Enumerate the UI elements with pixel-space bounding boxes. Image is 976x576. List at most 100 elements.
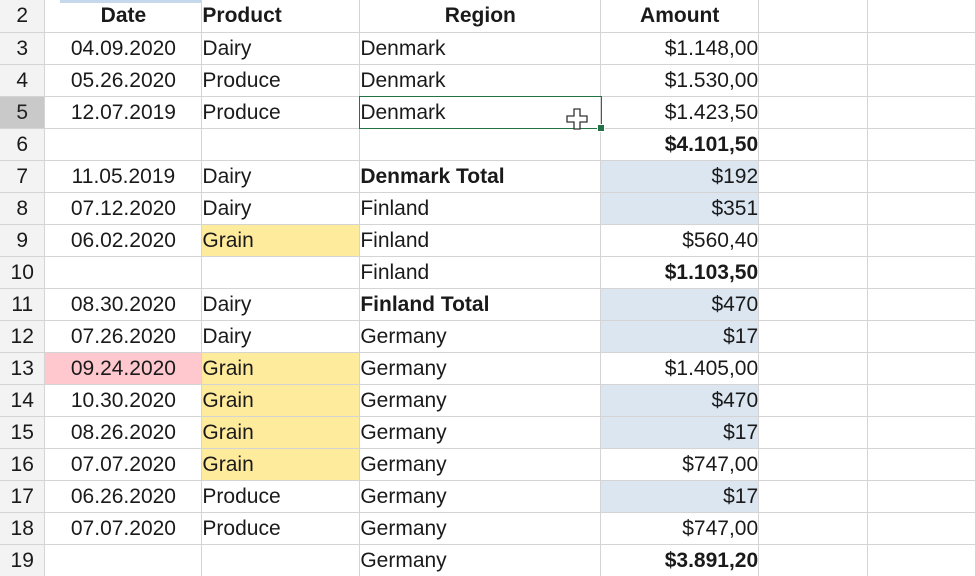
cell-empty[interactable]	[867, 480, 976, 513]
cell-region[interactable]: Germany	[359, 512, 602, 545]
cell-date[interactable]: 09.24.2020	[44, 352, 203, 385]
row-header[interactable]: 9	[0, 224, 46, 257]
cell-amount[interactable]: $1.530,00	[600, 64, 760, 97]
cell-date[interactable]: 07.26.2020	[44, 320, 203, 353]
cell-empty[interactable]	[758, 512, 869, 545]
cell-date[interactable]	[44, 544, 203, 576]
row-header[interactable]: 2	[0, 0, 46, 33]
cell-empty[interactable]	[758, 416, 869, 449]
column-header-region[interactable]: Region	[359, 0, 602, 33]
cell-product[interactable]: Produce	[201, 64, 361, 97]
cell-date[interactable]	[44, 128, 203, 161]
cell-date[interactable]: 06.26.2020	[44, 480, 203, 513]
cell-region[interactable]: Denmark	[359, 32, 602, 65]
row-header[interactable]: 4	[0, 64, 46, 97]
cell-amount[interactable]: $747,00	[600, 448, 760, 481]
cell-date[interactable]	[44, 256, 203, 289]
cell-amount[interactable]: $1.405,00	[600, 352, 760, 385]
cell-amount[interactable]: $4.101,50	[600, 128, 760, 161]
cell-empty[interactable]	[867, 288, 976, 321]
column-header-amount[interactable]: Amount	[600, 0, 760, 33]
active-cell-selection[interactable]	[359, 96, 605, 132]
cell-empty[interactable]	[867, 192, 976, 225]
cell-product[interactable]	[201, 544, 361, 576]
cell-region[interactable]	[359, 128, 602, 161]
cell-product[interactable]: Dairy	[201, 320, 361, 353]
cell-date[interactable]: 08.26.2020	[44, 416, 203, 449]
row-header[interactable]: 11	[0, 288, 46, 321]
row-header[interactable]: 15	[0, 416, 46, 449]
cell-amount[interactable]: $17	[600, 480, 760, 513]
row-header[interactable]: 12	[0, 320, 46, 353]
cell-product[interactable]: Grain	[201, 352, 361, 385]
cell-empty[interactable]	[867, 0, 976, 33]
cell-date[interactable]: 07.07.2020	[44, 448, 203, 481]
column-header-date[interactable]: Date	[44, 0, 203, 33]
cell-empty[interactable]	[867, 352, 976, 385]
column-header-product[interactable]: Product	[201, 0, 361, 33]
cell-amount[interactable]: $470	[600, 288, 760, 321]
row-header[interactable]: 10	[0, 256, 46, 289]
row-header[interactable]: 8	[0, 192, 46, 225]
cell-date[interactable]: 10.30.2020	[44, 384, 203, 417]
cell-empty[interactable]	[758, 256, 869, 289]
cell-empty[interactable]	[758, 480, 869, 513]
cell-empty[interactable]	[758, 288, 869, 321]
cell-empty[interactable]	[758, 128, 869, 161]
row-header[interactable]: 16	[0, 448, 46, 481]
cell-empty[interactable]	[867, 416, 976, 449]
row-header[interactable]: 3	[0, 32, 46, 65]
cell-empty[interactable]	[867, 512, 976, 545]
cell-date[interactable]: 05.26.2020	[44, 64, 203, 97]
cell-region[interactable]: Germany	[359, 320, 602, 353]
cell-empty[interactable]	[758, 544, 869, 576]
cell-date[interactable]: 08.30.2020	[44, 288, 203, 321]
row-header[interactable]: 7	[0, 160, 46, 193]
cell-empty[interactable]	[867, 256, 976, 289]
cell-empty[interactable]	[758, 64, 869, 97]
cell-empty[interactable]	[867, 384, 976, 417]
cell-region[interactable]: Finland	[359, 192, 602, 225]
row-header[interactable]: 5	[0, 96, 46, 129]
cell-amount[interactable]: $747,00	[600, 512, 760, 545]
cell-empty[interactable]	[758, 192, 869, 225]
cell-region[interactable]: Finland	[359, 256, 602, 289]
cell-region[interactable]: Denmark Total	[359, 160, 602, 193]
cell-amount[interactable]: $17	[600, 416, 760, 449]
cell-empty[interactable]	[758, 160, 869, 193]
cell-empty[interactable]	[867, 32, 976, 65]
row-header[interactable]: 17	[0, 480, 46, 513]
cell-region[interactable]: Germany	[359, 448, 602, 481]
cell-amount[interactable]: $1.148,00	[600, 32, 760, 65]
cell-empty[interactable]	[758, 32, 869, 65]
cell-date[interactable]: 04.09.2020	[44, 32, 203, 65]
cell-empty[interactable]	[758, 96, 869, 129]
row-header[interactable]: 14	[0, 384, 46, 417]
cell-empty[interactable]	[867, 224, 976, 257]
cell-empty[interactable]	[867, 128, 976, 161]
cell-product[interactable]: Produce	[201, 96, 361, 129]
cell-empty[interactable]	[867, 64, 976, 97]
cell-empty[interactable]	[867, 544, 976, 576]
cell-empty[interactable]	[867, 160, 976, 193]
cell-product[interactable]: Dairy	[201, 32, 361, 65]
row-header[interactable]: 13	[0, 352, 46, 385]
cell-empty[interactable]	[758, 448, 869, 481]
cell-product[interactable]: Dairy	[201, 160, 361, 193]
cell-date[interactable]: 07.07.2020	[44, 512, 203, 545]
cell-region[interactable]: Germany	[359, 384, 602, 417]
cell-amount[interactable]: $17	[600, 320, 760, 353]
cell-product[interactable]: Produce	[201, 512, 361, 545]
cell-product[interactable]: Dairy	[201, 192, 361, 225]
row-header[interactable]: 18	[0, 512, 46, 545]
cell-region[interactable]: Germany	[359, 416, 602, 449]
cell-date[interactable]: 12.07.2019	[44, 96, 203, 129]
cell-amount[interactable]: $1.423,50	[600, 96, 760, 129]
cell-amount[interactable]: $192	[600, 160, 760, 193]
cell-product[interactable]	[201, 256, 361, 289]
cell-region[interactable]: Finland	[359, 224, 602, 257]
cell-region[interactable]: Germany	[359, 352, 602, 385]
cell-empty[interactable]	[867, 96, 976, 129]
cell-empty[interactable]	[867, 448, 976, 481]
cell-product[interactable]	[201, 128, 361, 161]
